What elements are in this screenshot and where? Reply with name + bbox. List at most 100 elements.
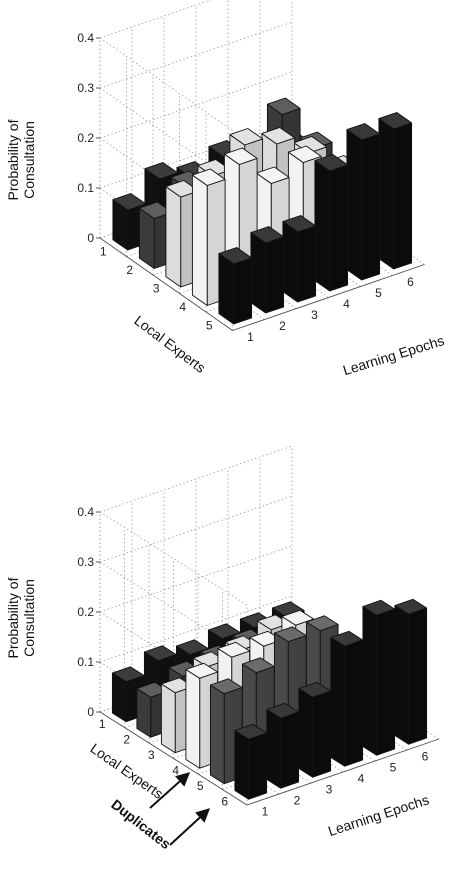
bar-top-face xyxy=(266,97,301,115)
epoch-tick-labels: 1 2 3 4 5 6 xyxy=(247,275,414,344)
epoch-tick-label: 5 xyxy=(390,761,397,775)
bar-top-face xyxy=(346,123,381,141)
epoch-tick-labels: 1 2 3 4 5 6 xyxy=(262,750,429,819)
expert-tick-labels: 1 2 3 4 5 6 xyxy=(99,717,229,809)
z-tick-label: 0 xyxy=(87,705,94,719)
bar-top-face xyxy=(112,193,147,211)
epoch-tick-label: 1 xyxy=(262,805,269,819)
bar-top-face xyxy=(143,645,177,662)
bar-expert-5-epoch-3 xyxy=(282,215,317,303)
bar-front-face xyxy=(165,186,182,288)
y-axis-label: Learning Epochs xyxy=(341,332,446,378)
z-tick-label: 0.2 xyxy=(77,131,94,145)
bar-top-face xyxy=(273,626,307,643)
bar-top-face xyxy=(223,147,258,165)
epoch-tick-label: 6 xyxy=(407,275,414,289)
expert-tick-label: 3 xyxy=(153,281,160,295)
bar-expert-6-epoch-1 xyxy=(234,723,268,800)
z-axis-label-line-1: Probability of xyxy=(5,577,21,658)
bar-top-face xyxy=(209,678,243,695)
bar-side-face xyxy=(297,225,317,303)
bars xyxy=(111,598,428,800)
bar-side-face xyxy=(329,164,349,292)
bar-front-face xyxy=(282,221,299,303)
expert-tick-label: 1 xyxy=(100,244,107,258)
epoch-tick-label: 4 xyxy=(358,772,365,786)
bar-top-face xyxy=(191,168,226,186)
bar-top-face xyxy=(175,639,209,656)
grid-line xyxy=(99,87,233,181)
bar-top-face xyxy=(144,162,179,180)
epoch-tick-label: 5 xyxy=(375,286,382,300)
z-axis-label-line-2: Consultation xyxy=(21,121,37,199)
bar-front-face xyxy=(250,232,267,314)
grid-line xyxy=(99,445,293,513)
bars xyxy=(112,97,413,325)
bar-expert-3-epoch-1 xyxy=(160,677,194,754)
expert-tick-label: 4 xyxy=(179,300,186,314)
bar-expert-5-epoch-1 xyxy=(218,247,253,325)
bar-top-face xyxy=(305,615,339,632)
bar-side-face xyxy=(312,690,332,778)
y-axis-label: Learning Epochs xyxy=(326,791,431,839)
bar-side-face xyxy=(408,607,428,745)
axis-line xyxy=(246,738,440,806)
z-tick-label: 0.3 xyxy=(77,555,94,569)
bar-top-face xyxy=(250,226,285,244)
bar-front-face xyxy=(234,730,250,800)
z-tick-label: 0.4 xyxy=(77,31,94,45)
duplicates-label: Duplicates xyxy=(108,796,174,852)
expert-tick-label: 5 xyxy=(206,318,213,332)
bar-front-face xyxy=(191,174,208,306)
z-tick-label: 0 xyxy=(87,231,94,245)
epoch-tick-label: 6 xyxy=(422,750,429,764)
epoch-tick-label: 2 xyxy=(279,319,286,333)
epoch-tick-label: 4 xyxy=(343,297,350,311)
grid-line xyxy=(99,121,293,189)
bar-expert-5-epoch-2 xyxy=(250,226,285,314)
bar-side-face xyxy=(248,732,268,800)
bar-top-face xyxy=(266,702,300,719)
z-tick-label: 0.3 xyxy=(77,81,94,95)
bar-side-face xyxy=(376,608,396,756)
bar-top-face xyxy=(394,598,428,615)
bar-side-face xyxy=(265,236,285,314)
grid-line xyxy=(99,21,293,89)
expert-tick-label: 6 xyxy=(221,794,228,808)
bar-expert-6-epoch-6 xyxy=(394,598,428,745)
epoch-tick-label: 1 xyxy=(247,330,254,344)
z-tick-labels: 0 0.1 0.2 0.3 0.4 xyxy=(77,31,100,245)
bar-expert-5-epoch-4 xyxy=(314,154,349,292)
z-axis-label-line-2: Consultation xyxy=(21,579,37,657)
bar-side-face xyxy=(344,639,364,767)
bar-top-face xyxy=(362,599,396,616)
bar-front-face xyxy=(266,709,282,789)
bar-expert-5-epoch-6 xyxy=(378,112,413,270)
expert-tick-label: 3 xyxy=(148,748,155,762)
expert-tick-label: 2 xyxy=(126,263,133,277)
z-tick-label: 0.2 xyxy=(77,605,94,619)
grid-line xyxy=(99,71,293,139)
axis-line xyxy=(232,264,425,331)
expert-tick-labels: 1 2 3 4 5 xyxy=(100,244,213,332)
bar-top-face xyxy=(281,609,315,626)
bar-top-face xyxy=(217,641,251,658)
expert-tick-label: 4 xyxy=(172,763,179,777)
bar-top-face xyxy=(229,128,264,146)
axis-line xyxy=(99,711,248,806)
bar-top-face xyxy=(241,657,275,674)
grid-line xyxy=(99,37,233,131)
duplicate-arrow-expert-5 xyxy=(149,772,191,809)
bar-top-face xyxy=(287,145,322,163)
bar-top-face xyxy=(234,723,268,740)
x-axis-label: Local Experts xyxy=(131,312,208,376)
bar-front-face xyxy=(362,606,378,756)
bar-front-face xyxy=(298,688,314,778)
bar-top-face xyxy=(314,154,349,172)
bar-front-face xyxy=(314,160,331,292)
bar-top-face xyxy=(282,215,317,233)
bar-expert-2-epoch-1 xyxy=(136,681,170,738)
bar-expert-6-epoch-4 xyxy=(330,630,364,767)
z-tick-label: 0.1 xyxy=(77,181,94,195)
